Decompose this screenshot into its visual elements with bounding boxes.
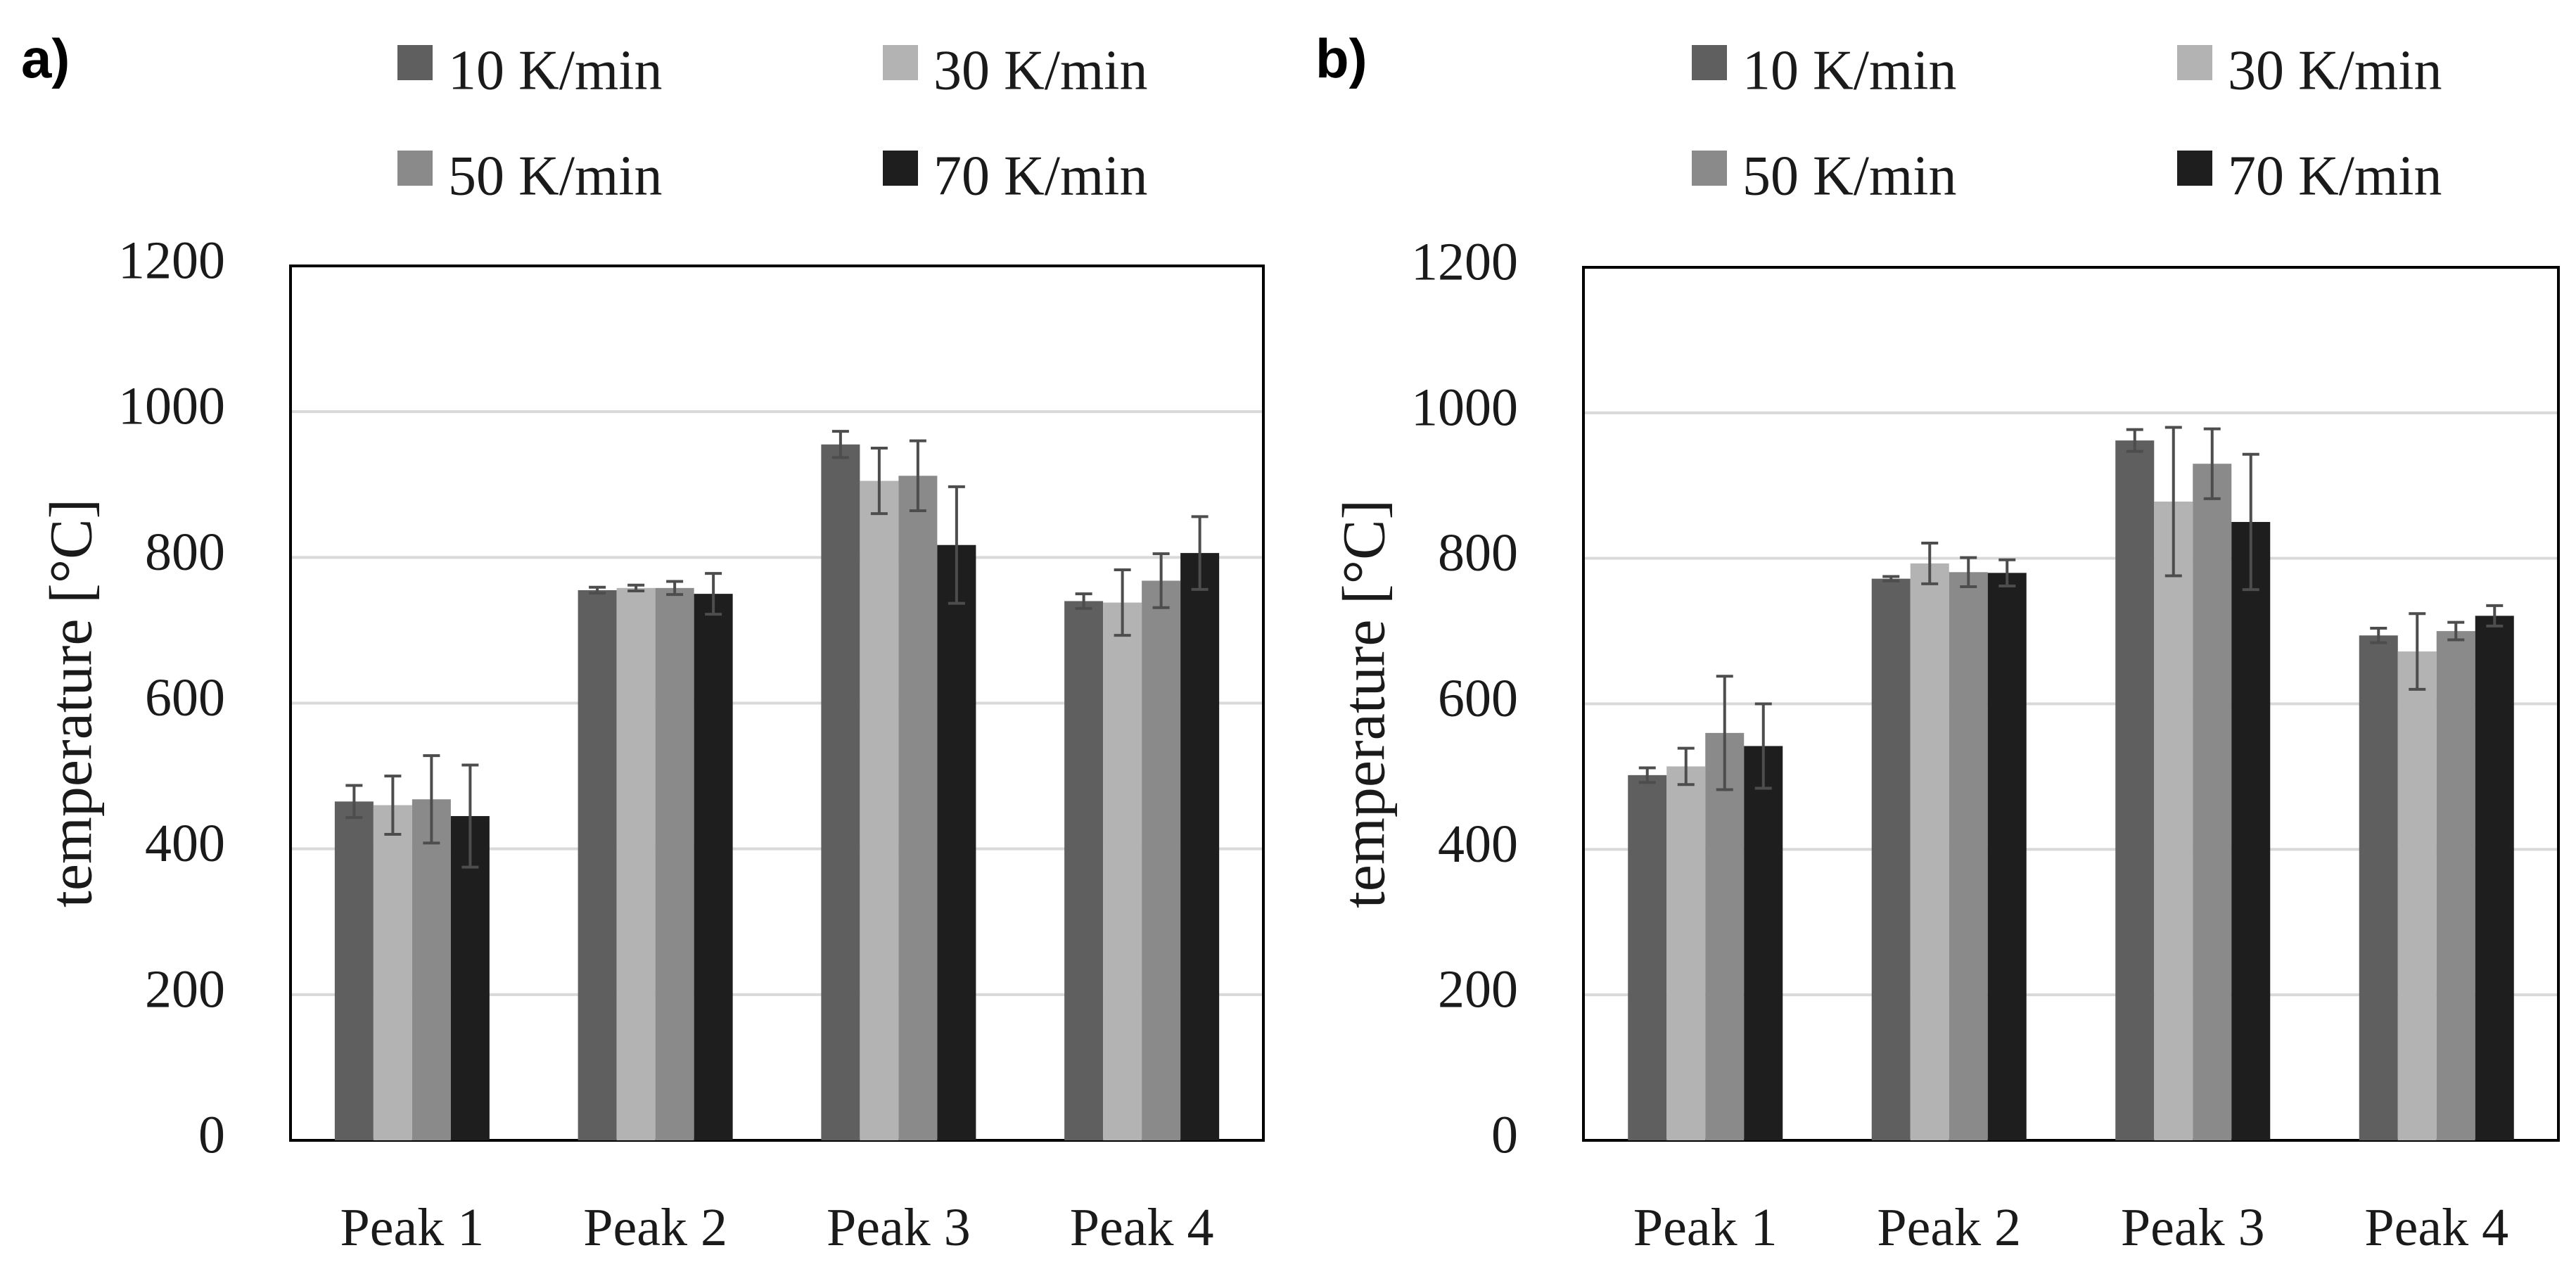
bar <box>1871 578 1911 1140</box>
x-category-label: Peak 4 <box>1070 1198 1214 1257</box>
chart-panel-a: a) 10 K/min 30 K/min 50 K/min 70 K/min 0 200 40… <box>21 27 1265 1257</box>
bar <box>616 587 656 1140</box>
chart-panel-b: b) 10 K/min 30 K/min 50 K/min 70 K/min 0 200 40… <box>1315 27 2560 1257</box>
y-tick-label: 800 <box>145 523 225 582</box>
legend-label: 30 K/min <box>2228 39 2442 101</box>
bar <box>412 799 451 1140</box>
y-tick-label: 1200 <box>1411 232 1518 291</box>
bar <box>694 594 733 1140</box>
bar <box>2231 521 2271 1140</box>
x-category-label: Peak 3 <box>827 1198 971 1257</box>
bar <box>1103 602 1142 1140</box>
bar <box>1744 746 1783 1140</box>
panel-label: b) <box>1315 27 1367 89</box>
bar <box>2193 464 2232 1140</box>
legend-swatch <box>2177 151 2212 186</box>
legend-swatch <box>1692 151 1727 186</box>
bar <box>1142 580 1181 1140</box>
legend-label: 30 K/min <box>933 39 1147 101</box>
bar <box>1666 766 1706 1140</box>
bar <box>2436 631 2475 1140</box>
panel-label: a) <box>21 27 70 89</box>
bar <box>1987 573 2027 1140</box>
legend-swatch <box>397 151 433 186</box>
legend-swatch <box>1692 45 1727 80</box>
legend-label: 10 K/min <box>1742 39 1956 101</box>
y-tick-label: 200 <box>1438 960 1518 1019</box>
legend-label: 10 K/min <box>448 39 662 101</box>
y-tick-label: 400 <box>145 814 225 873</box>
x-category-label: Peak 1 <box>1633 1198 1778 1257</box>
legend-swatch <box>2177 45 2212 80</box>
legend-label: 50 K/min <box>1742 145 1956 207</box>
y-tick-label: 600 <box>1438 669 1518 728</box>
legend-item: 70 K/min <box>2177 145 2442 207</box>
y-tick-label: 600 <box>145 668 225 727</box>
legend-swatch <box>397 45 433 80</box>
plot-frame <box>1582 266 2560 1142</box>
x-category-label: Peak 4 <box>2364 1198 2508 1257</box>
y-tick-label: 1200 <box>118 231 225 290</box>
bar <box>2475 616 2514 1140</box>
legend-label: 50 K/min <box>448 145 662 207</box>
bar <box>1180 553 1220 1140</box>
bar <box>2154 502 2193 1140</box>
x-category-label: Peak 2 <box>1877 1198 2021 1257</box>
bar <box>860 480 899 1140</box>
bar <box>1628 775 1667 1140</box>
legend-item: 10 K/min <box>1692 39 1956 101</box>
x-category-label: Peak 2 <box>583 1198 727 1257</box>
bar <box>2115 440 2155 1140</box>
bar <box>334 801 374 1140</box>
y-tick-label: 1000 <box>118 377 225 436</box>
bar <box>450 816 490 1140</box>
bar <box>655 587 694 1140</box>
y-tick-label: 400 <box>1438 815 1518 874</box>
bar <box>578 590 617 1140</box>
y-axis-title: temperature [°C] <box>1330 499 1398 908</box>
legend-label: 70 K/min <box>2228 145 2442 207</box>
legend-swatch <box>883 45 918 80</box>
legend-item: 50 K/min <box>1692 145 1956 207</box>
bar <box>1949 572 1988 1140</box>
bar <box>2359 635 2398 1140</box>
bar <box>937 544 976 1140</box>
y-tick-label: 800 <box>1438 523 1518 582</box>
legend-item: 10 K/min <box>397 39 662 101</box>
legend-item: 50 K/min <box>397 145 662 207</box>
x-category-label: Peak 1 <box>340 1198 485 1257</box>
bar <box>1705 732 1745 1140</box>
plot-frame <box>289 265 1265 1142</box>
legend-item: 30 K/min <box>883 39 1147 101</box>
bar <box>898 476 938 1140</box>
x-category-label: Peak 3 <box>2121 1198 2265 1257</box>
y-tick-label: 200 <box>145 960 225 1019</box>
bar <box>1064 601 1104 1140</box>
bar <box>821 444 860 1140</box>
y-tick-label: 0 <box>1491 1105 1518 1164</box>
legend-item: 30 K/min <box>2177 39 2442 101</box>
y-tick-label: 0 <box>198 1105 225 1164</box>
y-tick-label: 1000 <box>1411 378 1518 437</box>
legend-swatch <box>883 151 918 186</box>
bar <box>373 805 412 1140</box>
legend-item: 70 K/min <box>883 145 1147 207</box>
bar <box>2397 651 2437 1140</box>
y-axis-title: temperature [°C] <box>37 499 105 907</box>
bar <box>1910 563 1949 1140</box>
legend-label: 70 K/min <box>933 145 1147 207</box>
